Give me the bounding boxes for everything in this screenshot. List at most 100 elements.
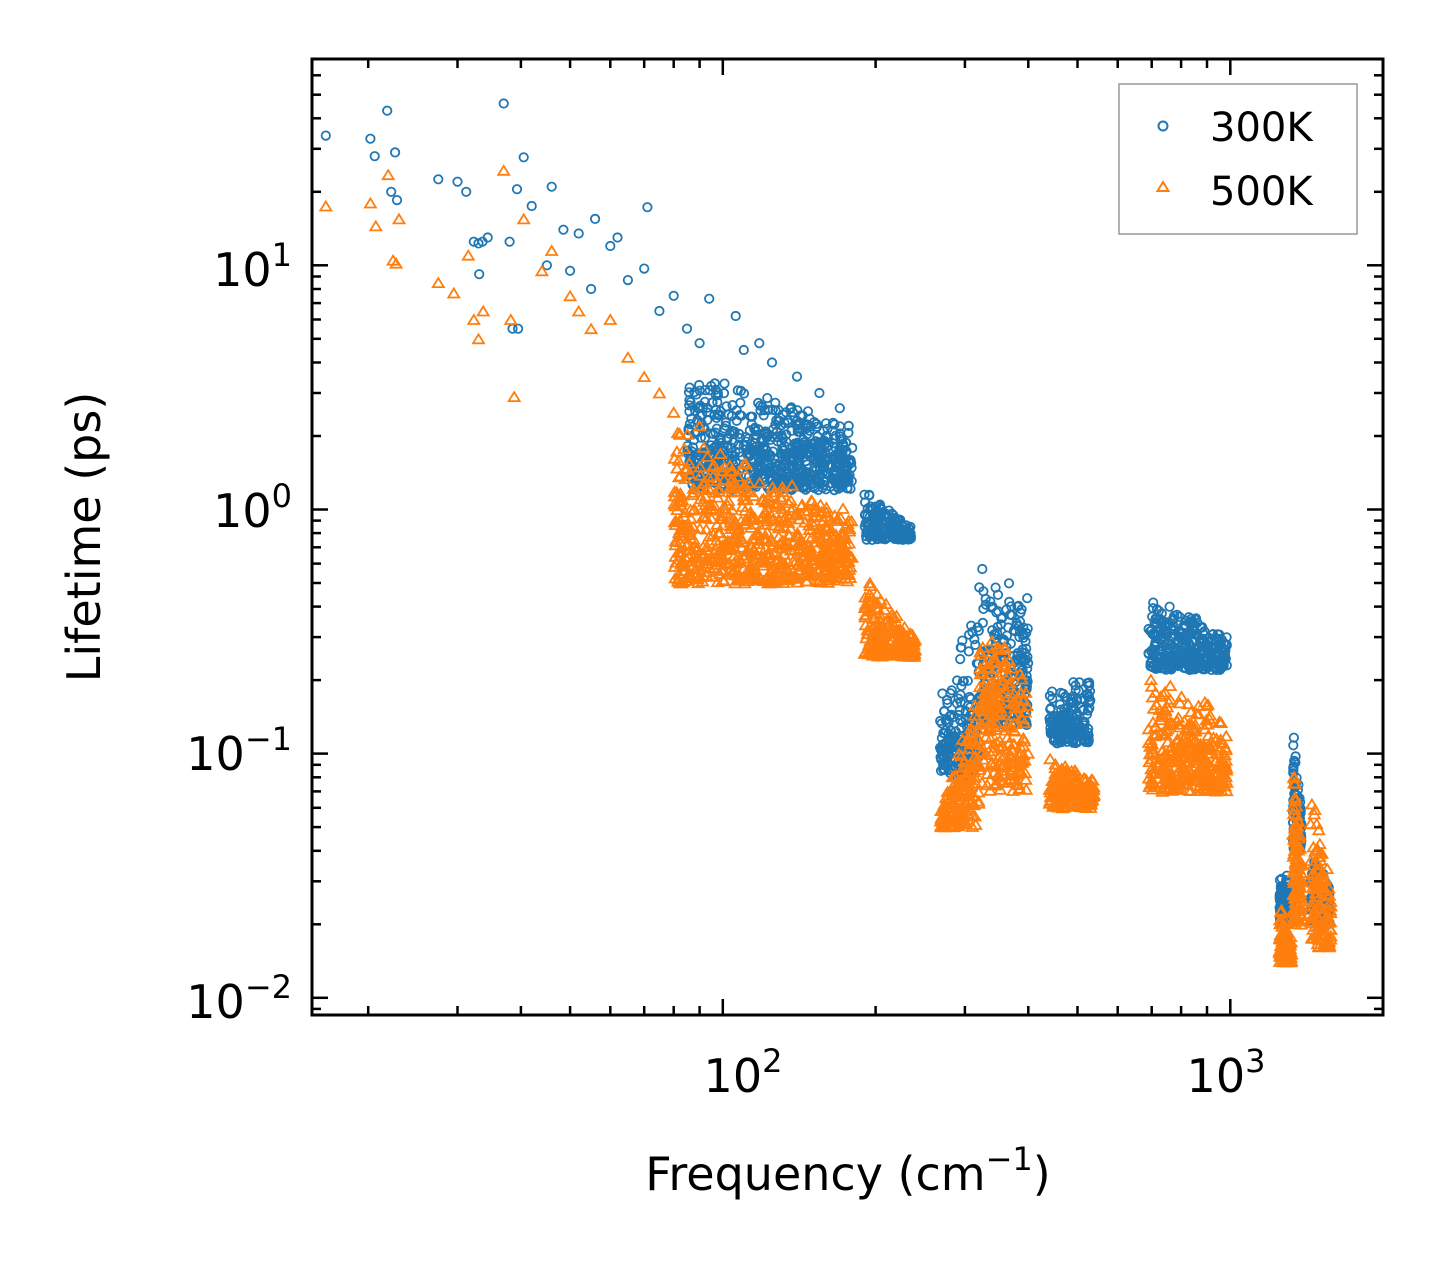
data-point-500K bbox=[857, 590, 873, 603]
data-point-300K bbox=[1211, 642, 1222, 653]
data-point-500K bbox=[862, 596, 877, 609]
data-point-500K bbox=[765, 567, 781, 580]
data-point-300K bbox=[977, 563, 988, 575]
legend-marker-300k bbox=[1157, 120, 1169, 132]
data-point-500K bbox=[1167, 761, 1183, 774]
data-point-300K bbox=[754, 338, 765, 349]
data-point-500K bbox=[814, 552, 829, 565]
data-point-500K bbox=[867, 610, 882, 623]
data-point-500K bbox=[804, 494, 819, 506]
data-point-500K bbox=[983, 732, 998, 744]
data-point-300K bbox=[433, 174, 444, 185]
data-point-500K bbox=[1323, 915, 1338, 928]
data-point-500K bbox=[668, 534, 683, 547]
data-point-500K bbox=[891, 623, 906, 636]
data-point-300K bbox=[847, 442, 858, 453]
data-point-500K bbox=[1057, 780, 1072, 792]
data-point-500K bbox=[982, 662, 997, 675]
data-point-500K bbox=[381, 168, 396, 181]
data-point-500K bbox=[700, 450, 715, 462]
data-point-500K bbox=[686, 533, 702, 545]
data-point-500K bbox=[973, 645, 988, 658]
data-point-500K bbox=[1009, 752, 1024, 765]
data-point-500K bbox=[669, 461, 685, 474]
data-point-300K bbox=[1149, 617, 1160, 628]
data-point-500K bbox=[583, 322, 599, 335]
data-point-500K bbox=[1068, 792, 1083, 804]
data-point-300K bbox=[799, 472, 810, 483]
data-point-500K bbox=[897, 620, 912, 633]
data-point-500K bbox=[715, 573, 730, 586]
data-point-500K bbox=[688, 554, 704, 567]
data-point-300K bbox=[827, 417, 839, 428]
y-axis-title: Lifetime (ps) bbox=[57, 392, 111, 683]
data-point-500K bbox=[754, 523, 769, 535]
data-point-500K bbox=[1286, 776, 1302, 789]
data-point-300K bbox=[766, 357, 778, 368]
data-point-500K bbox=[1189, 735, 1205, 748]
data-point-300K bbox=[743, 449, 754, 460]
data-point-300K bbox=[705, 428, 716, 439]
data-point-300K bbox=[1164, 601, 1175, 612]
data-point-500K bbox=[1007, 717, 1022, 729]
data-point-300K bbox=[685, 396, 696, 408]
data-point-500K bbox=[672, 428, 688, 440]
data-point-500K bbox=[1293, 907, 1308, 920]
data-point-500K bbox=[1313, 853, 1328, 866]
data-point-500K bbox=[761, 490, 776, 503]
data-point-300K bbox=[1022, 593, 1033, 604]
data-point-500K bbox=[739, 512, 755, 524]
data-point-300K bbox=[834, 431, 846, 442]
data-point-500K bbox=[696, 441, 711, 453]
data-point-500K bbox=[954, 749, 969, 761]
data-point-500K bbox=[710, 490, 725, 503]
data-point-500K bbox=[974, 722, 990, 735]
data-point-300K bbox=[1184, 617, 1195, 628]
data-point-300K bbox=[589, 213, 601, 224]
data-point-500K bbox=[680, 568, 696, 580]
data-point-300K bbox=[963, 646, 974, 657]
data-point-500K bbox=[878, 649, 894, 661]
data-point-500K bbox=[1209, 732, 1224, 744]
data-point-500K bbox=[666, 406, 681, 418]
data-point-300K bbox=[735, 397, 746, 408]
data-point-300K bbox=[936, 732, 948, 744]
data-point-500K bbox=[1212, 778, 1227, 790]
data-point-300K bbox=[980, 593, 991, 605]
data-point-500K bbox=[772, 536, 788, 549]
data-point-500K bbox=[890, 641, 906, 653]
data-point-500K bbox=[840, 574, 855, 587]
data-point-300K bbox=[1177, 627, 1188, 638]
data-point-500K bbox=[534, 264, 550, 277]
data-point-300K bbox=[1174, 646, 1186, 657]
data-point-500K bbox=[1012, 782, 1027, 795]
data-point-300K bbox=[1168, 645, 1179, 656]
data-point-500K bbox=[1153, 690, 1168, 702]
data-point-300K bbox=[701, 449, 712, 460]
data-point-300K bbox=[685, 454, 696, 465]
data-point-300K bbox=[622, 274, 634, 286]
data-point-500K bbox=[1016, 693, 1031, 705]
data-point-500K bbox=[717, 473, 732, 485]
data-point-300K bbox=[992, 621, 1003, 633]
data-point-500K bbox=[1058, 759, 1073, 772]
data-point-300K bbox=[526, 200, 537, 212]
data-point-500K bbox=[1286, 770, 1302, 783]
data-point-300K bbox=[754, 467, 765, 478]
data-point-500K bbox=[674, 539, 690, 552]
data-point-500K bbox=[1310, 909, 1325, 921]
data-point-300K bbox=[365, 133, 376, 144]
data-point-500K bbox=[516, 212, 531, 225]
data-point-500K bbox=[652, 386, 667, 399]
data-point-500K bbox=[770, 555, 785, 568]
data-point-500K bbox=[1191, 707, 1206, 720]
data-point-500K bbox=[864, 590, 879, 603]
data-point-300K bbox=[1003, 578, 1015, 589]
data-point-300K bbox=[541, 260, 553, 271]
data-point-300K bbox=[639, 263, 650, 274]
data-point-500K bbox=[1013, 699, 1028, 712]
data-point-500K bbox=[1209, 768, 1224, 780]
data-point-300K bbox=[1147, 644, 1158, 655]
data-point-300K bbox=[695, 400, 706, 411]
data-point-300K bbox=[708, 442, 719, 454]
